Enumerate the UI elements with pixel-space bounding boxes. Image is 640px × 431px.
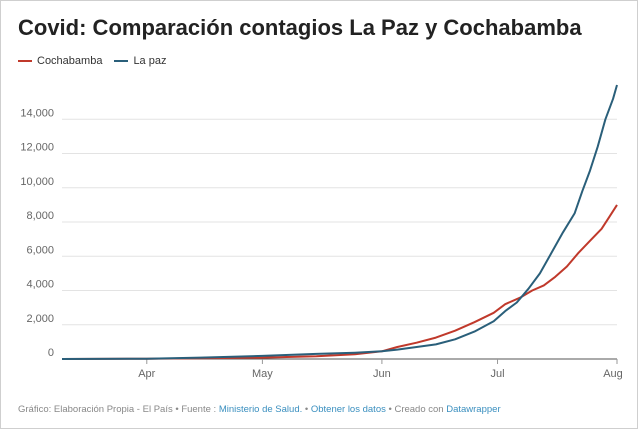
legend-item-la-paz: La paz	[114, 55, 166, 67]
grid-lines	[62, 118, 617, 360]
y-tick-label: 10,000	[20, 176, 54, 188]
y-axis-ticks: 0 2,000 4,000 6,000 8,000 10,000 12,000 14,000	[20, 107, 54, 359]
y-tick-label: 6,000	[26, 244, 54, 256]
series-line-cochabamba	[61, 204, 618, 360]
legend-item-cochabamba: Cochabamba	[18, 55, 102, 67]
source-link[interactable]: Ministerio de Salud.	[218, 404, 303, 415]
x-axis-ticks: Apr May Jun Jul Aug	[138, 359, 623, 380]
footer-created-with: • Creado con	[385, 404, 447, 415]
legend-swatch-cochabamba	[18, 60, 32, 62]
footer-separator: •	[302, 404, 311, 415]
y-tick-label: 12,000	[20, 142, 54, 154]
x-tick-label: Aug	[603, 368, 623, 380]
y-tick-label: 0	[48, 347, 54, 359]
series-line-la-paz	[61, 84, 618, 360]
legend-label-la-paz: La paz	[133, 55, 167, 67]
x-tick-label: Jul	[490, 368, 504, 380]
x-tick-label: May	[252, 368, 273, 380]
get-data-link[interactable]: Obtener los datos	[310, 404, 386, 415]
y-tick-label: 8,000	[26, 210, 54, 222]
x-tick-label: Jun	[373, 368, 391, 380]
legend-label-cochabamba: Cochabamba	[37, 55, 103, 67]
datawrapper-link[interactable]: Datawrapper	[446, 404, 501, 415]
chart-footer: Gráfico: Elaboración Propia - El País • …	[18, 404, 501, 415]
footer-credit: Gráfico: Elaboración Propia - El País • …	[18, 404, 219, 415]
y-tick-label: 2,000	[26, 313, 54, 325]
legend-swatch-la-paz	[114, 60, 129, 62]
y-tick-label: 14,000	[20, 107, 54, 119]
chart-title: Covid: Comparación contagios La Paz y Co…	[18, 15, 582, 40]
x-tick-label: Apr	[138, 368, 155, 380]
legend: Cochabamba La paz	[18, 55, 178, 67]
y-tick-label: 4,000	[26, 279, 54, 291]
series-lines	[61, 84, 618, 360]
